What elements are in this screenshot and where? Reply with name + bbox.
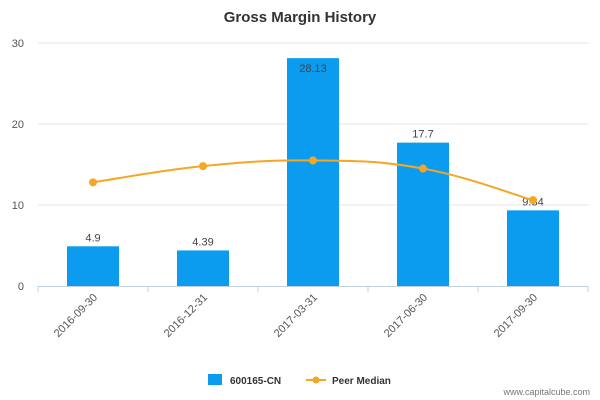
x-tick-label: 2017-06-30 — [382, 292, 430, 340]
line-series — [89, 156, 537, 205]
y-tick-label: 30 — [12, 38, 24, 50]
line-point — [529, 196, 537, 205]
line-point — [309, 156, 317, 165]
x-tick-label: 2017-09-30 — [492, 292, 540, 340]
legend: 600165-CN Peer Median — [208, 374, 391, 387]
legend-label-bar: 600165-CN — [230, 376, 281, 387]
source-credit: www.capitalcube.com — [502, 387, 590, 397]
x-tick-label: 2016-09-30 — [52, 292, 100, 340]
legend-label-line: Peer Median — [332, 376, 391, 387]
y-axis: 0 10 20 30 — [12, 38, 24, 293]
line-point — [89, 178, 97, 187]
x-tick-label: 2017-03-31 — [272, 292, 320, 340]
data-label: 17.7 — [412, 129, 433, 141]
bar — [507, 210, 559, 286]
bar — [67, 246, 119, 286]
x-axis: 2016-09-30 2016-12-31 2017-03-31 2017-06-30… — [37, 286, 589, 340]
bar — [397, 142, 449, 286]
data-label: 4.9 — [85, 232, 100, 244]
line-point — [199, 162, 207, 171]
data-label: 28.13 — [299, 63, 327, 75]
bar — [177, 250, 229, 286]
line-point — [419, 164, 427, 173]
legend-swatch-bar — [208, 374, 222, 385]
y-tick-label: 10 — [12, 200, 24, 212]
x-tick-label: 2016-12-31 — [162, 292, 210, 340]
bar — [287, 58, 339, 286]
y-tick-label: 20 — [12, 119, 24, 131]
legend-marker-line — [312, 376, 320, 384]
y-tick-label: 0 — [18, 281, 24, 293]
data-label: 4.39 — [192, 236, 213, 248]
chart-title: Gross Margin History — [224, 9, 377, 26]
